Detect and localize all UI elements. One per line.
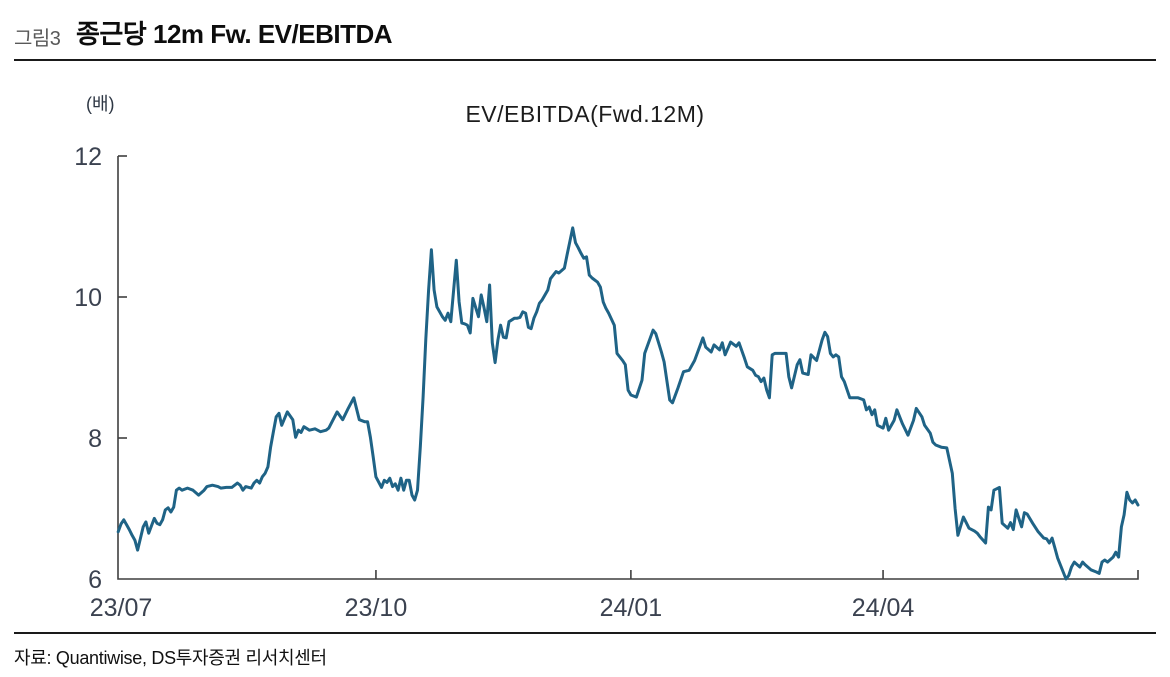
figure-label: 그림3 (14, 28, 61, 50)
y-axis-unit-label: (배) (86, 94, 115, 114)
x-tick-label: 23/10 (345, 594, 408, 622)
header-divider (14, 59, 1156, 61)
source-note: 자료: Quantiwise, DS투자증권 리서치센터 (14, 648, 327, 668)
axis-frame (117, 156, 1139, 580)
footer-divider (14, 632, 1156, 634)
x-tick-label: 23/07 (90, 594, 153, 622)
y-tick-label: 8 (88, 425, 102, 453)
y-tick-label: 6 (88, 566, 102, 594)
ev-ebitda-line (116, 226, 1140, 581)
chart-title: EV/EBITDA(Fwd.12M) (465, 101, 705, 127)
y-tick-label: 12 (74, 143, 102, 171)
x-tick-label: 24/01 (600, 594, 663, 622)
y-tick-label: 10 (74, 284, 102, 312)
x-tick-label: 24/04 (852, 594, 915, 622)
figure-title: 종근당 12m Fw. EV/EBITDA (76, 19, 393, 49)
